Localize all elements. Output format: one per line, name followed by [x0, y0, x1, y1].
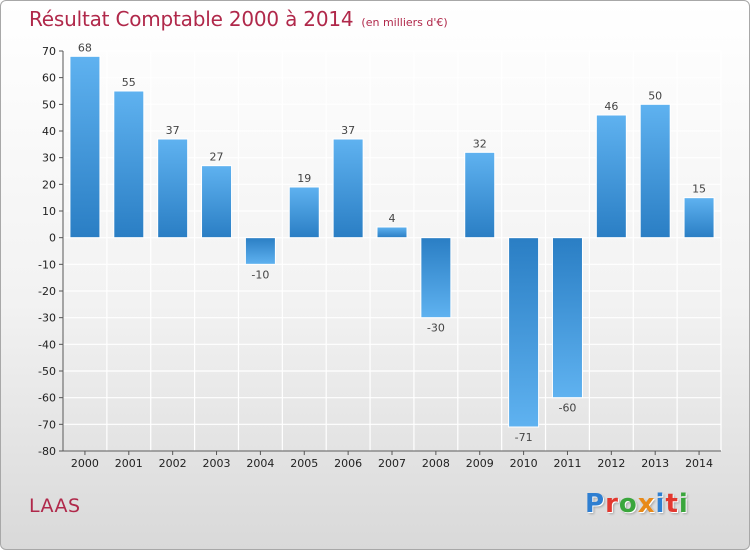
y-tick-labels: 70 60 50 40 30 20 10 0 -10 -20 -30 -40 -50 -60 -70 -80: [38, 45, 56, 458]
y-tick-label: 70: [42, 45, 56, 58]
bar-2011: [551, 237, 583, 399]
x-tick-label-2006: 2006: [334, 457, 362, 470]
bar-2002: [157, 138, 189, 239]
y-tick-label: 30: [42, 152, 56, 165]
value-label-2005: 19: [297, 172, 311, 185]
x-tick-labels: 2000 2001 2002 2003 2004 2005 2006 2007 2008 2009…: [71, 457, 713, 470]
logo-letter: P: [585, 489, 606, 519]
bar-2003: [201, 165, 233, 239]
y-tick-label: -80: [38, 445, 56, 458]
logo-letter: t: [665, 489, 679, 519]
y-tick-label: 0: [49, 232, 56, 245]
value-label-2007: 4: [389, 212, 396, 225]
bar-2008: [420, 237, 452, 319]
bar-2014: [683, 197, 715, 239]
bar-2010: [508, 237, 540, 428]
x-tick-label-2007: 2007: [378, 457, 406, 470]
bar-2005: [288, 186, 320, 239]
value-labels: 68 55 37 27 -10 19 37 4 -30 32 -71 -60 46 50 15: [78, 41, 706, 444]
x-tick-label-2014: 2014: [685, 457, 713, 470]
x-tick-label-2009: 2009: [466, 457, 494, 470]
commune-name: LAAS: [29, 495, 81, 517]
x-tick-label-2013: 2013: [641, 457, 669, 470]
bar-2006: [332, 138, 364, 239]
logo-letter: i: [678, 489, 689, 519]
y-tick-label: -30: [38, 312, 56, 325]
x-tick-label-2001: 2001: [115, 457, 143, 470]
logo-letter: r: [605, 489, 619, 519]
bar-2004: [244, 237, 276, 265]
title-row: Résultat Comptable 2000 à 2014 (en millie…: [29, 7, 448, 31]
value-label-2000: 68: [78, 41, 92, 54]
x-tick-label-2002: 2002: [159, 457, 187, 470]
value-label-2011: -60: [558, 402, 576, 415]
bars: [69, 55, 715, 428]
y-tick-label: 50: [42, 98, 56, 111]
value-label-2001: 55: [122, 76, 136, 89]
x-tick-label-2011: 2011: [553, 457, 581, 470]
value-label-2003: 27: [210, 151, 224, 164]
y-tick-label: -20: [38, 285, 56, 298]
value-label-2009: 32: [473, 137, 487, 150]
value-label-2004: -10: [251, 268, 269, 281]
x-tick-label-2003: 2003: [203, 457, 231, 470]
value-label-2012: 46: [604, 100, 618, 113]
grid-lines: [62, 50, 722, 452]
y-tick-label: -40: [38, 338, 56, 351]
bar-2013: [639, 103, 671, 239]
bar-2012: [595, 114, 627, 239]
x-tick-label-2012: 2012: [597, 457, 625, 470]
logo-letter: o: [618, 489, 638, 519]
y-tick-label: -10: [38, 258, 56, 271]
bar-2009: [464, 151, 496, 239]
x-tick-label-2008: 2008: [422, 457, 450, 470]
y-tick-label: 40: [42, 125, 56, 138]
proxiti-logo: Proxiti: [585, 489, 689, 519]
x-tick-label-2004: 2004: [246, 457, 274, 470]
value-label-2002: 37: [166, 124, 180, 137]
x-tick-label-2005: 2005: [290, 457, 318, 470]
y-tick-label: -60: [38, 392, 56, 405]
logo-letter: i: [655, 489, 666, 519]
x-tick-label-2010: 2010: [510, 457, 538, 470]
bar-2007: [376, 226, 408, 239]
y-tick-label: 20: [42, 178, 56, 191]
y-tick-label: 10: [42, 205, 56, 218]
x-tick-label-2000: 2000: [71, 457, 99, 470]
value-label-2013: 50: [648, 89, 662, 102]
bar-2001: [113, 90, 145, 239]
axes: [59, 50, 721, 455]
y-tick-label: 60: [42, 72, 56, 85]
unit-label: (en milliers d'€): [361, 16, 448, 29]
y-tick-label: -70: [38, 418, 56, 431]
value-label-2006: 37: [341, 124, 355, 137]
chart-title: Résultat Comptable 2000 à 2014: [29, 7, 354, 31]
value-label-2010: -71: [515, 431, 533, 444]
bar-2000: [69, 55, 101, 239]
logo-letter: x: [637, 489, 656, 519]
value-label-2014: 15: [692, 183, 706, 196]
y-tick-label: -50: [38, 365, 56, 378]
value-label-2008: -30: [427, 322, 445, 335]
